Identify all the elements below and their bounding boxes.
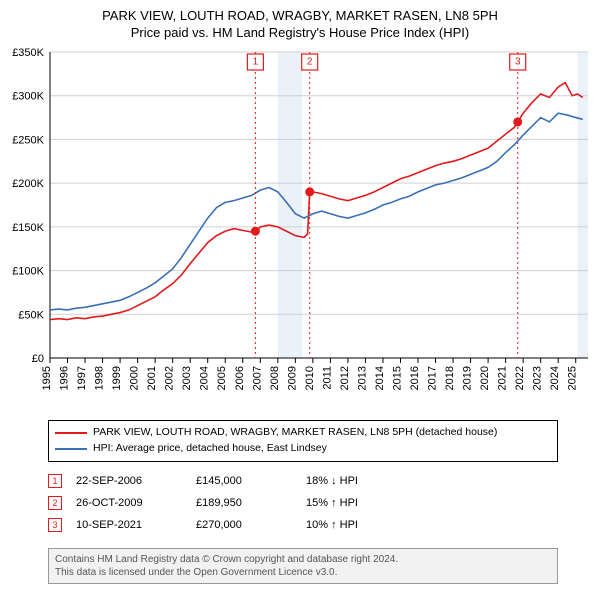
event-delta: 18% ↓ HPI xyxy=(306,475,426,487)
svg-text:2: 2 xyxy=(307,57,313,68)
event-date: 22-SEP-2006 xyxy=(76,475,196,487)
svg-text:3: 3 xyxy=(515,57,521,68)
svg-text:2018: 2018 xyxy=(444,366,456,390)
svg-text:2024: 2024 xyxy=(549,366,561,390)
event-marker-icon: 1 xyxy=(48,474,62,488)
event-price: £270,000 xyxy=(196,519,306,531)
chart-svg: £0 £50K £100K £150K £200K £250K £300K £350K 1995… xyxy=(0,46,600,414)
event-price: £189,950 xyxy=(196,497,306,509)
event-marker-icon: 2 xyxy=(48,496,62,510)
legend-label: PARK VIEW, LOUTH ROAD, WRAGBY, MARKET RA… xyxy=(93,425,497,441)
svg-text:2007: 2007 xyxy=(251,366,263,390)
svg-text:2022: 2022 xyxy=(514,366,526,390)
svg-text:2012: 2012 xyxy=(339,366,351,390)
event-date: 26-OCT-2009 xyxy=(76,497,196,509)
svg-text:£350K: £350K xyxy=(12,47,44,59)
svg-text:2003: 2003 xyxy=(181,366,193,390)
svg-text:£50K: £50K xyxy=(18,309,44,321)
event-price: £145,000 xyxy=(196,475,306,487)
chart-title-line2: Price paid vs. HM Land Registry's House … xyxy=(0,25,600,40)
svg-text:2014: 2014 xyxy=(374,366,386,390)
svg-text:1996: 1996 xyxy=(59,366,71,390)
svg-text:£150K: £150K xyxy=(12,222,44,234)
footer-line1: Contains HM Land Registry data © Crown c… xyxy=(55,553,551,566)
svg-text:2009: 2009 xyxy=(286,366,298,390)
svg-text:2001: 2001 xyxy=(146,366,158,390)
legend-swatch xyxy=(55,432,87,434)
event-marker-icon: 3 xyxy=(48,518,62,532)
svg-text:2010: 2010 xyxy=(304,366,316,390)
svg-text:2021: 2021 xyxy=(497,366,509,390)
svg-text:2025: 2025 xyxy=(567,366,579,390)
legend-row: HPI: Average price, detached house, East… xyxy=(55,441,551,457)
event-row: 1 22-SEP-2006 £145,000 18% ↓ HPI xyxy=(48,470,558,492)
chart-plot-area: £0 £50K £100K £150K £200K £250K £300K £350K 1995… xyxy=(0,46,600,414)
event-delta: 10% ↑ HPI xyxy=(306,519,426,531)
svg-text:2005: 2005 xyxy=(216,366,228,390)
events-table: 1 22-SEP-2006 £145,000 18% ↓ HPI 2 26-OC… xyxy=(48,470,558,536)
event-delta: 15% ↑ HPI xyxy=(306,497,426,509)
svg-text:2013: 2013 xyxy=(356,366,368,390)
legend-label: HPI: Average price, detached house, East… xyxy=(93,441,327,457)
svg-text:1998: 1998 xyxy=(94,366,106,390)
event-date: 10-SEP-2021 xyxy=(76,519,196,531)
svg-text:2008: 2008 xyxy=(269,366,281,390)
svg-text:2002: 2002 xyxy=(164,366,176,390)
svg-text:1: 1 xyxy=(253,57,259,68)
svg-text:2004: 2004 xyxy=(199,366,211,390)
legend-row: PARK VIEW, LOUTH ROAD, WRAGBY, MARKET RA… xyxy=(55,425,551,441)
svg-text:1995: 1995 xyxy=(41,366,53,390)
footer-line2: This data is licensed under the Open Gov… xyxy=(55,566,551,579)
svg-text:2017: 2017 xyxy=(427,366,439,390)
svg-text:1999: 1999 xyxy=(111,366,123,390)
svg-text:2023: 2023 xyxy=(532,366,544,390)
attribution-footer: Contains HM Land Registry data © Crown c… xyxy=(48,548,558,584)
svg-text:£0: £0 xyxy=(32,353,44,365)
event-row: 3 10-SEP-2021 £270,000 10% ↑ HPI xyxy=(48,514,558,536)
legend-swatch xyxy=(55,448,87,450)
svg-text:£100K: £100K xyxy=(12,266,44,278)
svg-text:1997: 1997 xyxy=(76,366,88,390)
svg-text:2015: 2015 xyxy=(391,366,403,390)
svg-text:£300K: £300K xyxy=(12,91,44,103)
svg-text:2011: 2011 xyxy=(321,366,333,390)
svg-text:2016: 2016 xyxy=(409,366,421,390)
svg-text:2000: 2000 xyxy=(129,366,141,390)
svg-text:2006: 2006 xyxy=(234,366,246,390)
svg-text:£200K: £200K xyxy=(12,178,44,190)
chart-title-line1: PARK VIEW, LOUTH ROAD, WRAGBY, MARKET RA… xyxy=(0,8,600,23)
svg-text:£250K: £250K xyxy=(12,134,44,146)
chart-legend: PARK VIEW, LOUTH ROAD, WRAGBY, MARKET RA… xyxy=(48,420,558,462)
svg-text:2019: 2019 xyxy=(462,366,474,390)
svg-text:2020: 2020 xyxy=(479,366,491,390)
chart-title-block: PARK VIEW, LOUTH ROAD, WRAGBY, MARKET RA… xyxy=(0,0,600,40)
event-row: 2 26-OCT-2009 £189,950 15% ↑ HPI xyxy=(48,492,558,514)
